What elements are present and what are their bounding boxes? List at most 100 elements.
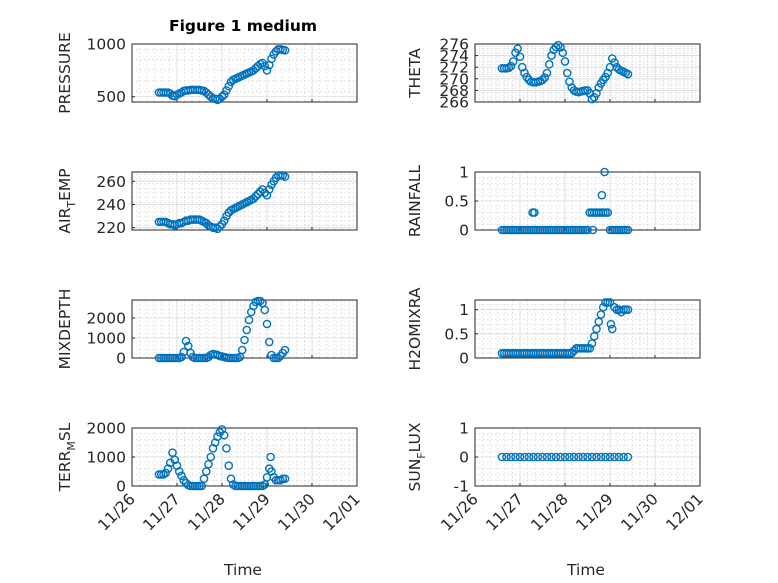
x-tick-label: 11/29 — [230, 490, 274, 534]
data-point — [538, 452, 547, 462]
y-tick-label: 0.5 — [444, 193, 469, 211]
data-point — [181, 336, 191, 346]
x-tick-label: 11/28 — [528, 490, 572, 534]
data-point — [533, 452, 543, 462]
data-point — [506, 452, 516, 462]
subplot-air-temp: 260 240 220 AIRTEMP — [56, 168, 358, 237]
data-point — [553, 40, 563, 50]
data-point — [506, 61, 516, 71]
data-point — [607, 324, 617, 334]
y-axis-label-part: SL — [56, 422, 74, 441]
y-tick-label: 0.5 — [444, 325, 469, 343]
data-point — [170, 91, 180, 101]
y-tick-label: 0 — [116, 350, 126, 368]
data-point — [213, 224, 222, 234]
data-point — [623, 69, 633, 79]
y-axis-label: PRESSURE — [56, 32, 74, 114]
data-point — [562, 68, 572, 78]
y-tick-label: 1000 — [87, 330, 126, 348]
y-axis-label: MIXDEPTH — [56, 289, 74, 370]
data-point — [264, 185, 274, 194]
data-point — [560, 57, 570, 66]
data-point — [237, 345, 247, 355]
data-point — [574, 452, 583, 462]
data-point — [614, 452, 624, 462]
axes-frame — [131, 171, 358, 231]
subplot-h2omixra: 1 0.5 0 H2OMIXRA — [406, 287, 701, 371]
axes-frame — [474, 43, 701, 103]
data-point — [249, 66, 258, 75]
data-point — [215, 94, 225, 104]
y-tick-label: 270 — [439, 70, 469, 88]
data-point — [601, 452, 610, 462]
data-point — [219, 430, 229, 440]
x-tick-label: 12/01 — [320, 490, 364, 534]
data-point — [560, 452, 570, 462]
data-point — [556, 452, 565, 462]
data-point — [266, 452, 275, 462]
data-point — [610, 58, 619, 67]
data-point — [219, 90, 229, 99]
y-tick-label: 274 — [439, 47, 469, 65]
data-point — [255, 296, 265, 306]
data-point — [542, 452, 552, 462]
series-points — [154, 44, 290, 105]
data-point — [280, 474, 290, 484]
data-point — [262, 319, 272, 329]
data-point — [588, 225, 598, 235]
data-point — [504, 63, 514, 73]
data-point — [597, 190, 607, 200]
subplot-rainfall: 1 0.5 0 RAINFALL — [406, 164, 701, 240]
subplot-mixdepth: 2000 1000 0 MIXDEPTH — [56, 289, 358, 370]
data-point — [224, 81, 234, 91]
y-tick-label: 0 — [459, 449, 469, 467]
data-point — [567, 348, 577, 358]
x-axis-label-left: Time — [223, 561, 262, 579]
y-tick-label: -1 — [454, 478, 469, 496]
data-point — [515, 52, 525, 62]
data-point — [547, 452, 556, 462]
y-tick-label: 1 — [459, 420, 469, 438]
data-point — [255, 187, 265, 197]
data-point — [217, 92, 227, 102]
y-tick-label: 2000 — [87, 420, 126, 438]
x-tick-label: 11/28 — [185, 490, 229, 534]
data-point — [267, 54, 276, 64]
data-point — [260, 305, 270, 315]
data-point — [242, 325, 252, 335]
y-axis-label: AIRTEMP — [56, 168, 78, 233]
data-point — [262, 66, 272, 75]
data-point — [605, 298, 615, 307]
data-point — [542, 68, 552, 78]
data-point — [201, 88, 211, 97]
data-point — [558, 48, 568, 58]
y-axis-label-part: TERR — [56, 450, 74, 492]
data-point — [530, 208, 539, 217]
y-tick-label: 2000 — [87, 310, 126, 328]
data-point — [587, 94, 597, 104]
data-point — [280, 345, 290, 355]
figure-title: Figure 1 medium — [169, 17, 317, 35]
data-point — [224, 461, 234, 471]
y-axis-label-subscript: T — [65, 201, 78, 209]
data-point — [177, 352, 186, 362]
data-point — [623, 305, 633, 314]
y-tick-label: 266 — [439, 94, 469, 112]
data-point — [610, 302, 619, 312]
y-axis-label: TERRMSL — [56, 422, 78, 492]
data-point — [583, 225, 592, 235]
axes-frame — [474, 299, 701, 359]
axes-frame — [131, 43, 358, 103]
data-point — [219, 216, 229, 226]
y-tick-label: 1000 — [87, 36, 126, 54]
y-tick-label: 268 — [439, 82, 469, 100]
data-point — [251, 63, 261, 73]
data-point — [260, 61, 270, 71]
series-points — [497, 40, 633, 104]
y-tick-label: 0 — [459, 222, 469, 240]
data-point — [240, 335, 249, 345]
data-point — [251, 192, 261, 201]
data-point — [244, 315, 254, 325]
